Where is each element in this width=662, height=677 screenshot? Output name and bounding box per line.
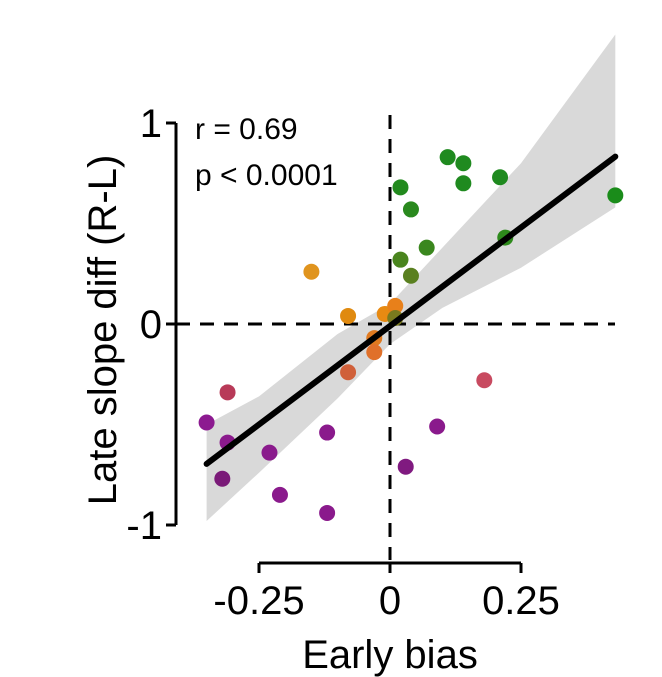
data-point-7	[402, 201, 419, 218]
data-point-1	[439, 149, 456, 166]
y-axis-title: Late slope diff (R-L)	[81, 155, 125, 506]
data-point-3	[455, 175, 472, 192]
data-point-8	[418, 239, 435, 256]
y-tick-label-0: 1	[140, 102, 162, 146]
x-tick-label-1: 0	[379, 579, 401, 623]
data-point-10	[402, 267, 419, 284]
data-point-17	[366, 344, 383, 361]
data-point-25	[261, 444, 278, 461]
data-point-14	[387, 297, 404, 314]
data-point-19	[476, 372, 493, 389]
data-point-21	[198, 414, 215, 431]
x-axis-title: Early bias	[302, 633, 478, 677]
x-tick-label-2: 0.25	[482, 579, 560, 623]
p-value-annotation: p < 0.0001	[195, 159, 338, 192]
correlation-annotation: r = 0.69	[195, 113, 298, 146]
data-point-6	[392, 179, 409, 196]
data-point-23	[319, 424, 336, 441]
data-point-29	[319, 504, 336, 521]
data-point-0	[607, 187, 624, 204]
x-tick-label-0: -0.25	[213, 579, 304, 623]
data-point-12	[340, 307, 357, 324]
data-point-18	[340, 364, 357, 381]
data-points	[198, 149, 624, 521]
x-axis-ticks: -0.25 0 0.25	[213, 563, 560, 623]
data-point-2	[455, 155, 472, 172]
data-point-4	[492, 169, 509, 186]
data-point-24	[429, 418, 446, 435]
data-point-26	[397, 458, 414, 475]
confidence-band	[206, 34, 616, 521]
data-point-9	[392, 251, 409, 268]
data-point-20	[219, 384, 236, 401]
y-tick-label-1: 0	[140, 303, 162, 347]
data-point-27	[214, 470, 231, 487]
y-axis-ticks: 1 0 -1	[126, 102, 176, 548]
y-tick-label-2: -1	[126, 504, 162, 548]
regression-line	[203, 153, 619, 467]
data-point-11	[303, 263, 320, 280]
data-point-28	[271, 486, 288, 503]
